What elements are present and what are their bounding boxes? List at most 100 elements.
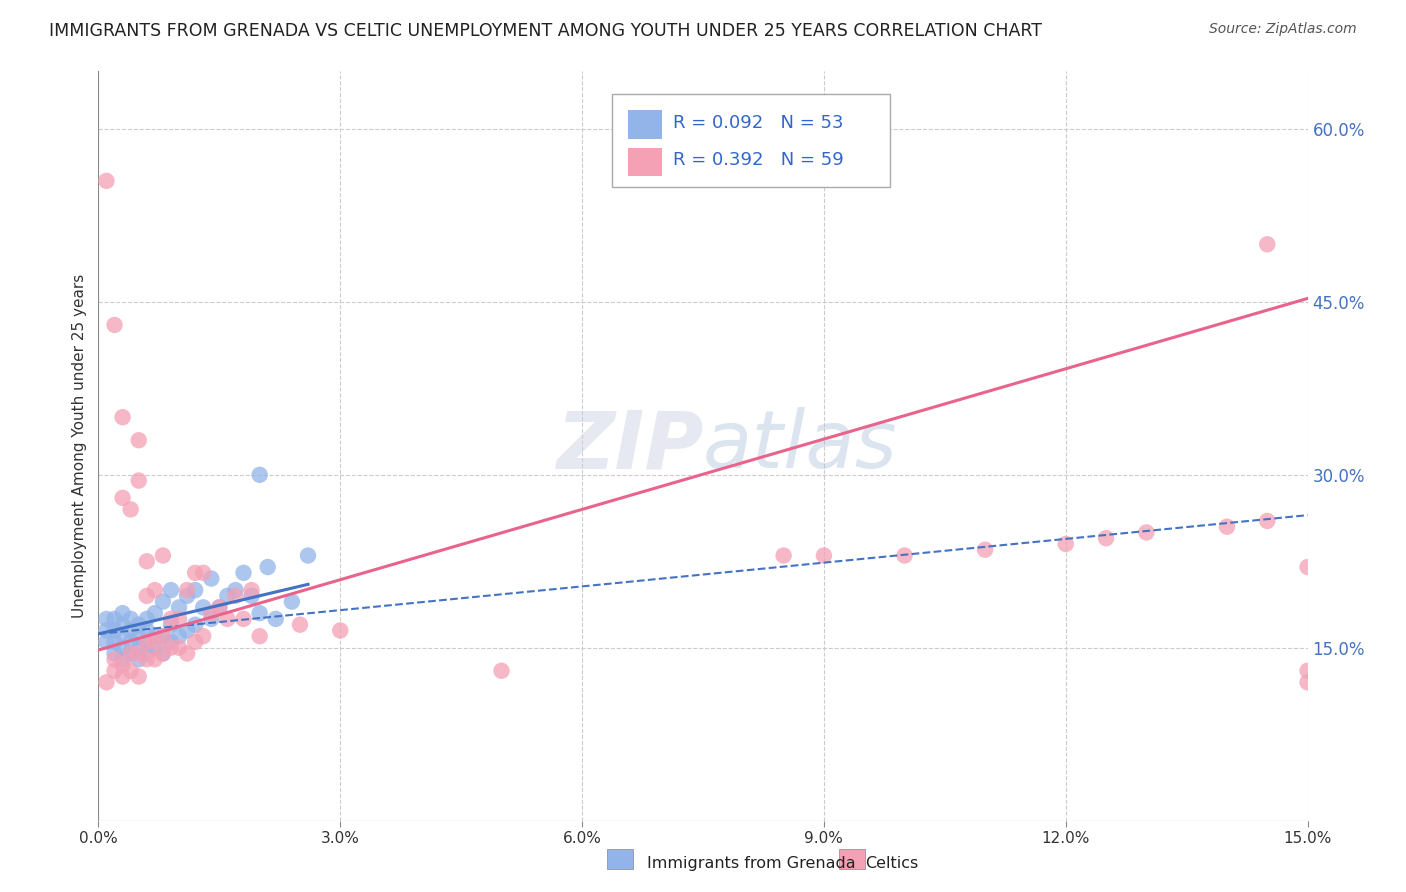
Point: [772, 549, 794, 563]
Point: [184, 566, 207, 580]
Point: [111, 410, 134, 425]
Point: [167, 629, 190, 643]
Point: [128, 474, 150, 488]
Point: [249, 467, 271, 482]
Point: [111, 606, 134, 620]
Point: [103, 664, 125, 678]
Point: [135, 589, 157, 603]
Point: [103, 635, 125, 649]
Point: [160, 612, 183, 626]
Point: [96, 174, 118, 188]
Point: [152, 629, 174, 643]
Point: [1256, 514, 1278, 528]
Point: [224, 589, 246, 603]
Point: [200, 572, 222, 586]
Point: [152, 629, 174, 643]
Point: [160, 635, 183, 649]
Text: Immigrants from Grenada: Immigrants from Grenada: [647, 856, 855, 871]
Point: [103, 318, 125, 332]
Point: [103, 612, 125, 626]
Point: [1296, 664, 1319, 678]
Point: [256, 560, 278, 574]
Point: [135, 635, 157, 649]
Point: [135, 647, 157, 661]
Point: [143, 635, 166, 649]
Point: [813, 549, 835, 563]
Point: [128, 617, 150, 632]
Point: [128, 629, 150, 643]
Point: [288, 617, 311, 632]
Point: [143, 606, 166, 620]
Point: [111, 491, 134, 505]
Point: [1296, 675, 1319, 690]
Point: [135, 652, 157, 666]
Point: [143, 629, 166, 643]
Point: [249, 606, 271, 620]
Point: [128, 652, 150, 666]
Point: [232, 612, 254, 626]
Point: [240, 589, 263, 603]
Point: [297, 549, 319, 563]
Point: [143, 652, 166, 666]
Point: [491, 664, 513, 678]
Point: [111, 669, 134, 683]
Point: [120, 647, 142, 661]
Point: [111, 652, 134, 666]
Point: [120, 647, 142, 661]
Point: [193, 600, 215, 615]
Point: [111, 617, 134, 632]
Point: [103, 652, 125, 666]
Point: [160, 640, 183, 655]
Point: [167, 600, 190, 615]
Point: [143, 640, 166, 655]
Point: [1095, 531, 1118, 545]
Point: [176, 647, 198, 661]
Point: [281, 594, 304, 608]
Text: R = 0.092   N = 53: R = 0.092 N = 53: [672, 114, 844, 132]
Point: [184, 617, 207, 632]
Point: [111, 658, 134, 673]
Point: [240, 583, 263, 598]
Point: [176, 624, 198, 638]
Point: [103, 624, 125, 638]
Text: atlas: atlas: [703, 407, 898, 485]
Point: [224, 583, 246, 598]
Point: [232, 566, 254, 580]
Point: [128, 669, 150, 683]
Point: [128, 434, 150, 448]
Point: [167, 612, 190, 626]
Point: [120, 612, 142, 626]
Point: [1135, 525, 1157, 540]
Point: [135, 554, 157, 568]
Point: [208, 600, 231, 615]
Point: [120, 664, 142, 678]
Text: ZIP: ZIP: [555, 407, 703, 485]
Bar: [628, 148, 662, 177]
Point: [135, 624, 157, 638]
Point: [217, 612, 239, 626]
Point: [120, 635, 142, 649]
Point: [1296, 560, 1319, 574]
Point: [1256, 237, 1278, 252]
FancyBboxPatch shape: [613, 94, 890, 187]
Point: [184, 583, 207, 598]
Point: [329, 624, 352, 638]
Point: [193, 566, 215, 580]
Point: [96, 624, 118, 638]
Point: [128, 647, 150, 661]
Text: IMMIGRANTS FROM GRENADA VS CELTIC UNEMPLOYMENT AMONG YOUTH UNDER 25 YEARS CORREL: IMMIGRANTS FROM GRENADA VS CELTIC UNEMPL…: [49, 22, 1042, 40]
Point: [217, 589, 239, 603]
Point: [152, 647, 174, 661]
Point: [1216, 519, 1239, 533]
Point: [974, 542, 997, 557]
Point: [96, 635, 118, 649]
Point: [160, 583, 183, 598]
Point: [143, 583, 166, 598]
Bar: [607, 849, 633, 869]
Point: [176, 583, 198, 598]
Point: [193, 629, 215, 643]
Bar: [628, 111, 662, 139]
Point: [128, 640, 150, 655]
Point: [152, 594, 174, 608]
Y-axis label: Unemployment Among Youth under 25 years: Unemployment Among Youth under 25 years: [72, 274, 87, 618]
